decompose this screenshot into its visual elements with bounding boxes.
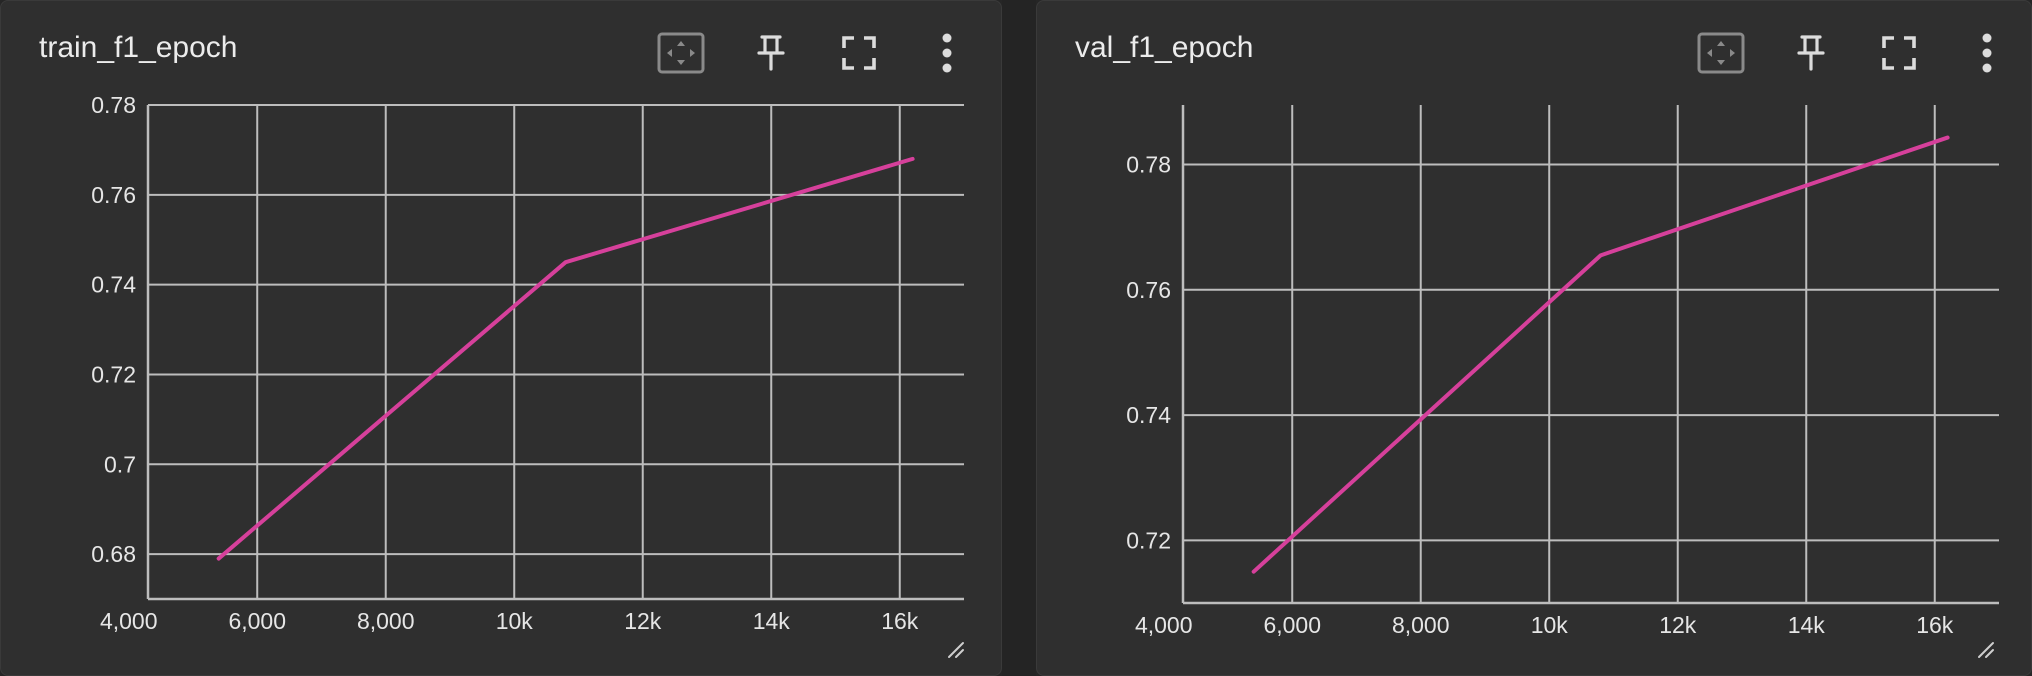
y-tick-label: 0.76 xyxy=(91,182,136,208)
pin-icon xyxy=(1796,34,1826,72)
line-chart: 4,000 6,000 8,000 10k 12k 14k 16k 0.68 0.7 0.72 0.… xyxy=(91,92,964,634)
pin-button[interactable] xyxy=(741,23,801,83)
y-tick-label: 0.78 xyxy=(91,92,136,118)
x-tick-label: 12k xyxy=(624,608,662,634)
x-tick-label: 14k xyxy=(753,608,791,634)
fit-domain-button[interactable] xyxy=(651,23,711,83)
y-tick-label: 0.72 xyxy=(1126,527,1171,553)
chart-title: val_f1_epoch xyxy=(1075,31,1254,64)
more-options-button[interactable] xyxy=(917,23,977,83)
line-chart: 4,000 6,000 8,000 10k 12k 14k 16k 0.72 0.74 0.76 0… xyxy=(1126,105,1999,638)
chart-title: train_f1_epoch xyxy=(39,31,238,64)
fullscreen-button[interactable] xyxy=(1869,23,1929,83)
resize-handle-icon[interactable] xyxy=(1977,641,1995,659)
y-tick-label: 0.74 xyxy=(91,272,136,298)
x-tick-label: 6,000 xyxy=(1263,612,1321,638)
y-tick-label: 0.74 xyxy=(1126,402,1171,428)
x-tick-label: 6,000 xyxy=(228,608,286,634)
more-options-button[interactable] xyxy=(1957,23,2017,83)
pin-icon xyxy=(756,34,786,72)
train-f1-epoch-card: train_f1_epoch 4,000 6,000 8,000 10k 12k 14k 1… xyxy=(0,0,1002,676)
x-tick-label: 14k xyxy=(1788,612,1826,638)
x-tick-label: 8,000 xyxy=(357,608,415,634)
x-tick-label: 10k xyxy=(1531,612,1569,638)
x-tick-label: 4,000 xyxy=(1135,612,1193,638)
x-tick-label: 16k xyxy=(881,608,919,634)
fullscreen-icon xyxy=(842,36,876,70)
more-vert-icon xyxy=(941,33,953,73)
series-line xyxy=(216,156,915,561)
x-tick-label: 16k xyxy=(1916,612,1954,638)
fit-domain-button[interactable] xyxy=(1691,23,1751,83)
y-tick-label: 0.78 xyxy=(1126,152,1171,178)
fit-domain-icon xyxy=(1697,32,1745,74)
x-tick-label: 8,000 xyxy=(1392,612,1450,638)
pin-button[interactable] xyxy=(1781,23,1841,83)
x-tick-label: 12k xyxy=(1659,612,1697,638)
y-tick-label: 0.68 xyxy=(91,541,136,567)
x-tick-label: 4,000 xyxy=(100,608,158,634)
fullscreen-button[interactable] xyxy=(829,23,889,83)
x-tick-label: 10k xyxy=(496,608,534,634)
more-vert-icon xyxy=(1981,33,1993,73)
fit-domain-icon xyxy=(657,32,705,74)
series-line xyxy=(1251,135,1950,574)
y-tick-label: 0.7 xyxy=(104,451,136,477)
val-f1-epoch-card: val_f1_epoch 4,000 6,000 8,000 10k 12k 14k 16k… xyxy=(1036,0,2032,676)
y-tick-label: 0.72 xyxy=(91,361,136,387)
resize-handle-icon[interactable] xyxy=(947,641,965,659)
panel-divider xyxy=(1002,0,1036,676)
y-tick-label: 0.76 xyxy=(1126,277,1171,303)
fullscreen-icon xyxy=(1882,36,1916,70)
